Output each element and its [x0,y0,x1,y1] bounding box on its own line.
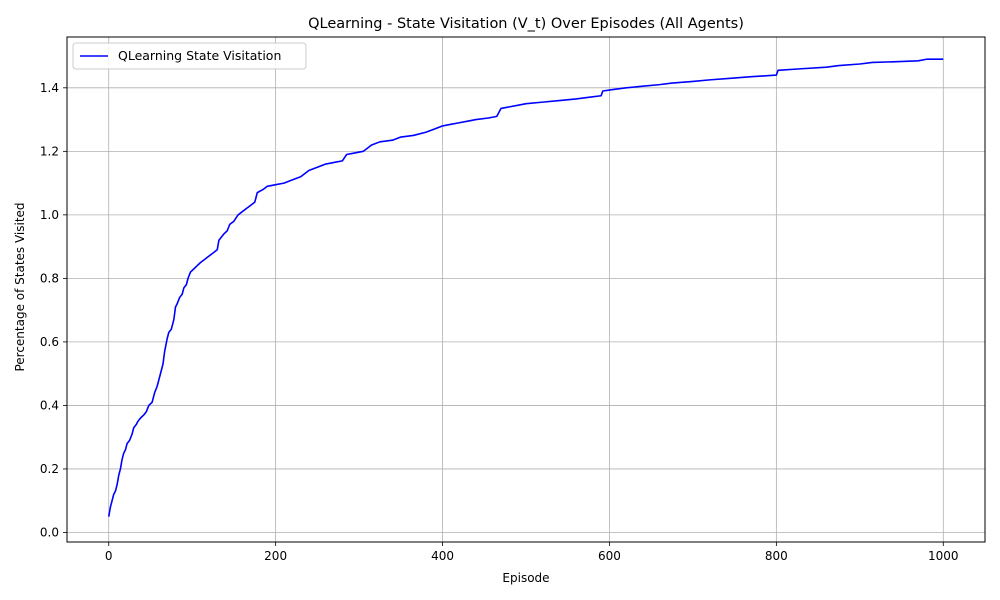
axis-ticks: 0 200 400 600 800 1000 0.0 0.2 0.4 0.6 0.8 1.0 1.2 1.… [40,81,959,563]
y-tick-label: 1.0 [40,208,59,222]
x-tick-label: 800 [765,549,788,563]
legend: QLearning State Visitation [72,42,307,70]
y-tick-label: 0.8 [40,271,59,285]
y-tick-label: 1.4 [40,81,59,95]
series-area [107,58,944,517]
grid [67,37,985,542]
y-tick-label: 0.4 [40,398,59,412]
plot-frame [66,36,986,543]
x-tick-label: 1000 [928,549,959,563]
x-tick-label: 600 [598,549,621,563]
series-line [107,58,944,517]
y-axis-label: Percentage of States Visited [13,202,27,371]
x-tick-label: 200 [264,549,287,563]
x-tick-label: 400 [431,549,454,563]
x-axis-label: Episode [502,571,549,585]
legend-label: QLearning State Visitation [118,48,281,63]
chart-title: QLearning - State Visitation (V_t) Over … [308,16,744,32]
y-tick-label: 0.6 [40,335,59,349]
legend-box [72,42,307,70]
y-tick-label: 0.2 [40,462,59,476]
x-tick-label: 0 [105,549,113,563]
y-tick-label: 1.2 [40,144,59,158]
y-tick-label: 0.0 [40,525,59,539]
